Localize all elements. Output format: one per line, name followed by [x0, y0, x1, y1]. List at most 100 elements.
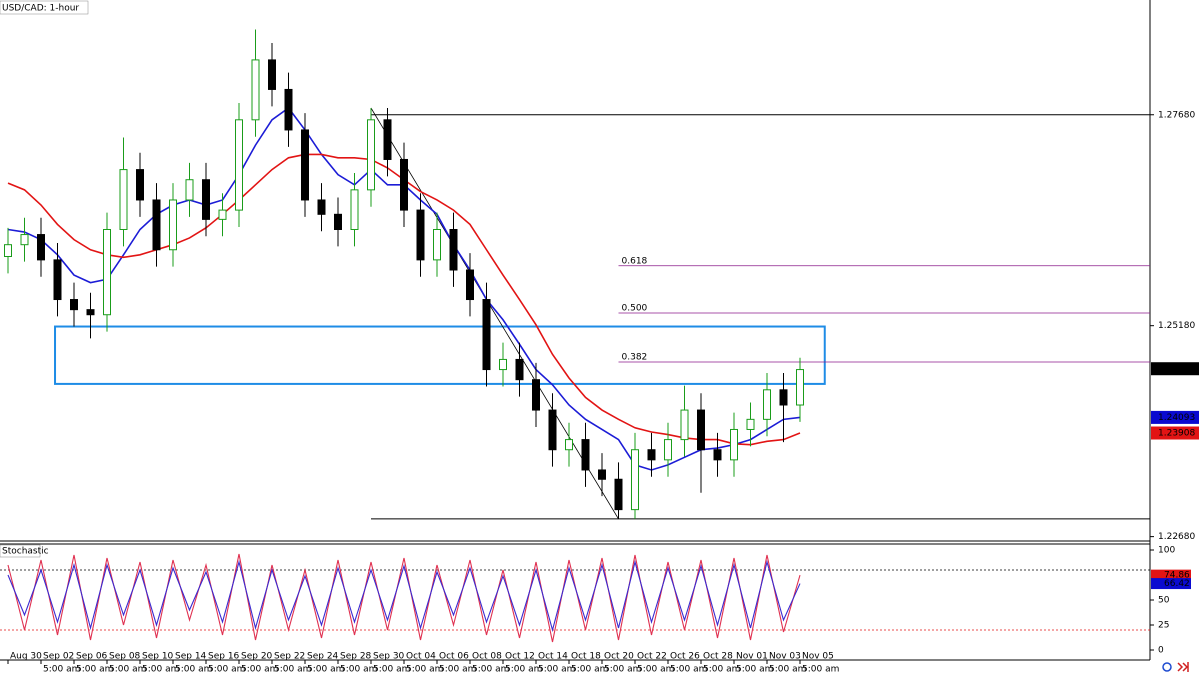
candle-body [400, 158, 408, 211]
x-tick-time: 5:00 am [439, 665, 476, 675]
candle-body [20, 234, 29, 246]
y-tick-label: 1.27680 [1158, 110, 1195, 120]
x-tick-label: Oct 26 [670, 652, 700, 662]
candle-body [367, 119, 375, 191]
fib-label: 0.382 [622, 352, 648, 362]
value-tag-label: 66.42 [1164, 579, 1190, 589]
candle-body [779, 389, 788, 406]
price-tag-label: 1.24093 [1158, 413, 1195, 423]
y-tick-label: 1.25180 [1158, 321, 1195, 331]
x-tick-time: 5:00 am [76, 665, 113, 675]
x-tick-time: 5:00 am [109, 665, 146, 675]
x-tick-label: Sep 20 [241, 652, 273, 662]
candle-body [383, 119, 392, 160]
candle-body [631, 449, 639, 511]
y-tick-label: 25 [1158, 621, 1169, 631]
candle-body [334, 213, 342, 230]
candle-body [713, 449, 722, 461]
candle-body [119, 169, 128, 230]
x-tick-time: 5:00 am [802, 665, 839, 675]
candle-body [4, 244, 12, 257]
zone-box [54, 325, 826, 385]
x-tick-label: Oct 22 [637, 652, 667, 662]
price-tag-label: 1.24670 [1158, 364, 1195, 374]
value-tag [1151, 578, 1191, 590]
x-tick-time: 5:00 am [241, 665, 278, 675]
candle-body [581, 439, 590, 471]
candle-body [152, 199, 161, 251]
x-tick-time: 5:00 am [142, 665, 179, 675]
price-tag [1151, 410, 1199, 424]
x-tick-time: 5:00 am [670, 665, 707, 675]
y-tick-label: 0 [1158, 646, 1164, 656]
x-tick-label: Sep 02 [43, 652, 74, 662]
candle-body [565, 439, 573, 451]
y-tick-label: 1.22680 [1158, 532, 1195, 542]
x-tick-label: Sep 14 [175, 652, 207, 662]
title-box [0, 0, 89, 15]
candle-body [169, 199, 177, 251]
candle-body [86, 309, 95, 316]
candle-body [680, 409, 689, 441]
y-tick-label: 50 [1158, 596, 1170, 606]
candle-body [499, 358, 507, 371]
x-tick-time: 5:00 am [43, 665, 80, 675]
value-tag [1151, 569, 1191, 581]
price-tag-label: 1.23908 [1158, 429, 1195, 439]
price-tag [1151, 426, 1199, 440]
icon [1177, 662, 1189, 672]
x-tick-time: 5:00 am [175, 665, 212, 675]
x-tick-label: Sep 16 [208, 652, 240, 662]
candle-body [251, 59, 260, 121]
x-tick-time: 5:00 am [505, 665, 542, 675]
y-tick-label: 100 [1158, 546, 1175, 556]
candle-body [70, 299, 78, 311]
candle-body [284, 88, 293, 131]
candle-body [548, 409, 557, 451]
x-tick-time: 5:00 am [571, 665, 608, 675]
x-tick-label: Oct 12 [505, 652, 535, 662]
x-tick-time: 5:00 am [373, 665, 410, 675]
x-tick-time: 5:00 am [274, 665, 311, 675]
x-tick-label: Nov 03 [769, 652, 801, 662]
x-tick-label: Nov 01 [736, 652, 768, 662]
trend-line [370, 107, 619, 520]
fib-label: 0.500 [622, 304, 648, 314]
price-tag [1151, 362, 1199, 376]
candle-body [796, 369, 804, 406]
candle-body [647, 449, 656, 461]
x-tick-label: Oct 14 [538, 652, 568, 662]
x-tick-label: Sep 06 [76, 652, 108, 662]
candle-body [664, 439, 672, 461]
x-tick-time: 5:00 am [703, 665, 740, 675]
x-tick-time: 5:00 am [538, 665, 575, 675]
x-tick-time: 5:00 am [637, 665, 674, 675]
x-tick-label: Oct 18 [571, 652, 601, 662]
candle-body [763, 389, 771, 420]
candle-body [746, 418, 755, 430]
chart-title: USD/CAD: 1-hour [2, 4, 79, 14]
x-tick-label: Oct 08 [472, 652, 502, 662]
icon [1162, 662, 1172, 672]
indicator-title: Stochastic [2, 547, 49, 557]
candle-body [218, 209, 227, 220]
x-tick-time: 5:00 am [472, 665, 509, 675]
fib-label: 0.618 [622, 256, 648, 266]
x-tick-label: Sep 28 [340, 652, 372, 662]
corner-icons [1162, 662, 1189, 672]
candle-body [466, 269, 474, 301]
candle-body [268, 59, 276, 90]
candle-body [433, 229, 441, 261]
candle-body [614, 478, 623, 511]
candle-body [515, 358, 524, 381]
candle-body [449, 229, 458, 271]
candle-body [103, 229, 111, 316]
candle-body [185, 179, 194, 201]
x-tick-label: Sep 30 [373, 652, 405, 662]
x-tick-time: 5:00 am [406, 665, 443, 675]
candle-body [136, 169, 144, 201]
candle-body [416, 209, 425, 261]
value-tag-label: 74.86 [1164, 571, 1190, 581]
x-tick-time: 5:00 am [604, 665, 641, 675]
